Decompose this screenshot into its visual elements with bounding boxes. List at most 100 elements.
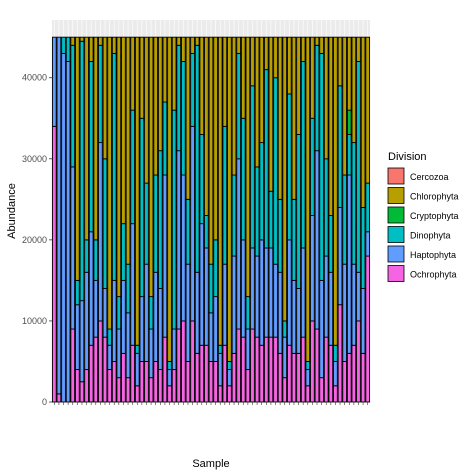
bar-segment-ochrophyta [346,352,352,403]
bar-segment-chlorophyta [346,36,352,111]
bar-segment-ochrophyta [190,320,195,403]
bar-segment-ochrophyta [153,361,159,403]
bar-segment-haptophyta [222,263,228,346]
bar-segment-dinophyta [236,52,241,160]
bar-segment-ochrophyta [98,320,103,403]
bar-segment-ochrophyta [70,328,76,403]
bar-segment-chlorophyta [75,36,80,281]
bar-segment-haptophyta [121,279,126,354]
bar-segment-ochrophyta [56,393,62,403]
bar-segment-chlorophyta [305,36,311,362]
bar-segment-chlorophyta [240,36,246,119]
bar-segment-dinophyta [107,328,112,346]
bar-segment-chlorophyta [222,36,228,127]
bar-segment-haptophyta [84,271,89,371]
bar-segment-chlorophyta [213,36,218,241]
bar-segment-haptophyta [139,296,145,362]
bar-segment-ochrophyta [259,344,265,403]
bar-segment-haptophyta [134,352,140,387]
bar-segment-haptophyta [190,125,195,322]
bar-segment-ochrophyta [231,352,237,403]
bar-segment-ochrophyta [194,352,200,403]
bar-segment-ochrophyta [93,336,99,403]
bar-segment-ochrophyta [277,352,283,403]
bar-segment-ochrophyta [250,328,255,403]
bar-segment-haptophyta [268,247,274,338]
bar-segment-chlorophyta [199,36,205,135]
bar-segment-haptophyta [277,271,283,354]
y-axis: 0 10000 20000 30000 40000 [22,73,52,407]
bar-segment-chlorophyta [153,36,159,176]
bar-segment-dinophyta [167,361,172,371]
bar-segment-ochrophyta [144,361,149,403]
bar-segment-chlorophyta [79,36,85,42]
bar-segment-dinophyta [61,36,66,54]
bar-segment-ochrophyta [84,369,89,403]
bar-segment-ochrophyta [171,369,177,403]
bar-segment-chlorophyta [291,36,297,200]
bar-segment-haptophyta [314,150,320,330]
bar-segment-ochrophyta [51,125,57,403]
bar-segment-ochrophyta [268,336,274,403]
bar-segment-chlorophyta [176,36,182,46]
bar-segment-dinophyta [121,223,126,281]
bar-segment-haptophyta [116,328,122,379]
y-tick-label: 20000 [22,235,47,245]
bar-segment-chlorophyta [102,36,108,160]
bar-segment-dinophyta [360,206,366,289]
bar-segment-dinophyta [305,361,311,371]
bar-segment-haptophyta [61,52,66,403]
bar-segment-dinophyta [268,190,274,249]
bar-segment-haptophyta [171,328,177,371]
bar-segment-chlorophyta [365,36,371,184]
bar-segment-chlorophyta [300,36,306,62]
bar-segment-haptophyta [263,247,269,338]
bar-segment-chlorophyta [254,36,260,168]
bar-segment-chlorophyta [217,36,223,346]
bar-segment-haptophyta [259,239,265,346]
bar-segment-dinophyta [314,44,320,152]
bar-segment-haptophyta [88,231,94,346]
bar-segment-chlorophyta [328,36,334,216]
bar-segment-chlorophyta [360,36,366,208]
bar-segment-chlorophyta [282,36,288,322]
bar-segment-ochrophyta [263,336,269,403]
bar-segment-haptophyta [240,239,246,338]
bar-segment-dinophyta [79,40,85,302]
bar-segment-chlorophyta [208,36,214,265]
bar-segment-chlorophyta [88,36,94,62]
legend-label-chlorophyta: Chlorophyta [410,192,459,202]
legend-label-dinophyta: Dinophyta [410,231,451,241]
bar-segment-dinophyta [282,320,288,338]
bar-segment-dinophyta [75,279,80,306]
bar-segment-chlorophyta [98,36,103,46]
bar-segment-chlorophyta [333,36,338,346]
bar-segment-ochrophyta [88,344,94,403]
bar-segment-haptophyta [213,296,218,362]
bar-segment-dinophyta [70,44,76,168]
bar-segment-ochrophyta [204,344,209,403]
bar-segment-dinophyta [351,142,357,265]
bar-segment-ochrophyta [305,385,311,403]
bar-segment-ochrophyta [254,336,260,403]
bar-segment-haptophyta [282,336,288,379]
bar-segment-ochrophyta [167,385,172,403]
bar-segment-haptophyta [236,158,241,330]
bar-segment-dinophyta [185,198,191,265]
bar-segment-ochrophyta [323,336,329,403]
bar-segment-ochrophyta [236,328,241,403]
bar-segment-cryptophyta [346,109,352,135]
bar-segment-chlorophyta [250,36,255,87]
bar-segment-chlorophyta [167,36,172,362]
bar-segment-ochrophyta [199,344,205,403]
legend-title: Division [388,151,427,163]
bar-segment-chlorophyta [125,36,131,265]
bar-segment-dinophyta [328,215,334,273]
bar-segment-chlorophyta [356,36,361,62]
bar-segment-chlorophyta [84,36,89,241]
bar-segment-chlorophyta [121,36,126,225]
bar-segment-haptophyta [333,361,338,387]
bar-segment-haptophyta [153,271,159,362]
bar-segment-dinophyta [287,93,292,241]
bar-segment-haptophyta [194,271,200,354]
